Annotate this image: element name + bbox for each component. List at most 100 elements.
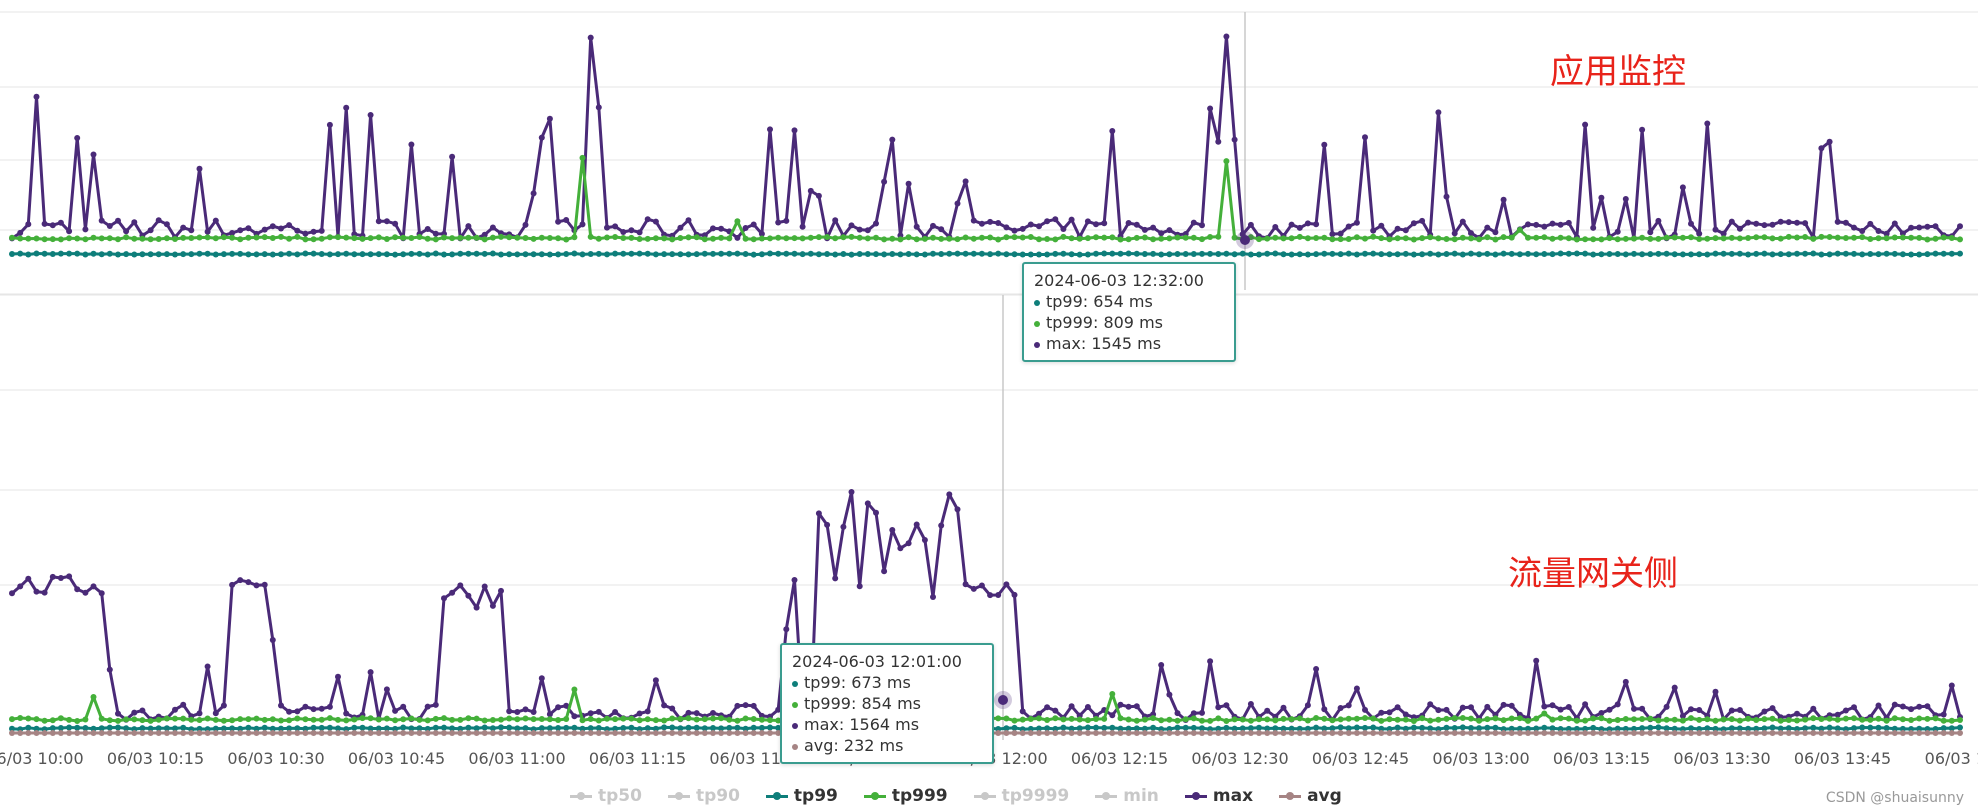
legend-item-tp90[interactable]: tp90 — [667, 786, 740, 806]
top-tp99-point — [1785, 251, 1792, 258]
top-max-point — [229, 230, 236, 236]
legend-item-min[interactable]: min — [1095, 786, 1159, 806]
bottom-avg-point — [546, 730, 553, 736]
bottom-max-point — [652, 677, 659, 684]
bottom-tp99-point — [408, 725, 415, 732]
bottom-max-point — [465, 592, 472, 599]
legend-label: tp50 — [598, 786, 642, 806]
bottom-tp99-point — [1769, 724, 1776, 731]
bottom-avg-point — [506, 730, 513, 736]
bottom-max-point — [1622, 678, 1629, 685]
top-max-point — [1166, 227, 1173, 234]
legend-item-tp9999[interactable]: tp9999 — [973, 786, 1069, 806]
legend-item-tp99[interactable]: tp99 — [765, 786, 838, 806]
bottom-tp999-point — [473, 715, 480, 722]
top-max-point — [408, 141, 415, 148]
top-tp999-point — [1125, 236, 1132, 243]
legend-item-max[interactable]: max — [1184, 786, 1253, 806]
top-tp99-point — [1272, 250, 1279, 257]
top-max-point — [1867, 220, 1874, 227]
bottom-avg-point — [188, 730, 195, 736]
top-max-point — [1044, 218, 1051, 225]
top-tp999-point — [1419, 235, 1426, 242]
top-tp99-point — [1508, 250, 1515, 257]
bottom-max-point — [326, 703, 333, 710]
top-max-point — [962, 178, 969, 185]
top-tp99-point — [1712, 250, 1719, 257]
top-tp999-point — [1313, 235, 1320, 241]
bottom-tp999-point — [1133, 717, 1140, 724]
x-tick-label: 06/03 12:30 — [1191, 749, 1288, 768]
bottom-max-point — [1386, 709, 1393, 716]
bottom-avg-point — [1215, 730, 1222, 736]
top-max-point — [1484, 224, 1491, 231]
bottom-tp99-point — [1810, 724, 1817, 731]
top-tp99-point — [970, 250, 977, 257]
top-tp999-point — [1622, 235, 1629, 242]
bottom-tp999-point — [1777, 717, 1784, 724]
bottom-avg-point — [1663, 730, 1670, 736]
top-tp99-point — [742, 251, 749, 257]
top-tp999-point — [1606, 235, 1613, 242]
bottom-tp999-point — [465, 715, 472, 722]
top-tp999-point — [620, 235, 627, 241]
bottom-tp999-point — [604, 715, 610, 722]
bottom-max-point — [1353, 685, 1360, 692]
bottom-tp999-point — [1150, 715, 1157, 722]
top-tp999-point — [98, 235, 105, 242]
bottom-tp99-point — [563, 724, 570, 731]
bottom-max-point — [383, 686, 390, 693]
top-tp99-point — [1541, 251, 1548, 257]
bottom-tp999-point — [106, 717, 113, 724]
bottom-max-point — [98, 590, 105, 597]
bottom-avg-point — [1777, 730, 1784, 736]
top-tp99-point — [1044, 251, 1051, 258]
top-tp99-point — [1313, 251, 1320, 258]
bottom-tp99-point — [1060, 724, 1067, 731]
top-max-point — [644, 216, 651, 223]
top-max-point — [1019, 225, 1026, 232]
bottom-avg-point — [530, 730, 537, 736]
bottom-tp99-point — [1647, 724, 1654, 731]
top-tp999-point — [587, 233, 594, 240]
bottom-tp999-point — [775, 717, 782, 724]
legend-item-tp999[interactable]: tp999 — [863, 786, 948, 806]
top-tp999-point — [1533, 234, 1540, 241]
bottom-tp999-point — [1117, 715, 1124, 722]
top-tp999-point — [1525, 234, 1531, 241]
bottom-tp999-point — [49, 717, 56, 724]
top-tp99-point — [889, 251, 896, 257]
bottom-tp99-point — [424, 725, 431, 732]
legend-item-avg[interactable]: avg — [1279, 786, 1342, 806]
x-tick-label: 06/03 11:15 — [589, 749, 686, 768]
top-max-point — [1419, 217, 1426, 224]
top-max-point — [1353, 219, 1360, 226]
top-tp999-point — [1541, 234, 1548, 241]
bottom-tp99-point — [1280, 725, 1287, 732]
bottom-max-point — [237, 577, 244, 584]
bottom-max-point — [1166, 691, 1173, 698]
bottom-avg-point — [449, 730, 456, 736]
bottom-tp99-point — [1451, 725, 1458, 731]
bottom-tp999-point — [351, 716, 358, 723]
bottom-tp999-point — [1720, 716, 1727, 723]
bottom-avg-point — [644, 730, 651, 736]
top-tp999-point — [441, 234, 447, 241]
bottom-tp999-point — [1093, 716, 1099, 722]
top-tp999-point — [1875, 235, 1882, 242]
top-tp999-point — [612, 234, 619, 240]
bottom-tp999-point — [652, 717, 659, 724]
legend-item-tp50[interactable]: tp50 — [570, 786, 642, 806]
bottom-tp999-point — [286, 717, 293, 724]
top-tp999-point — [1394, 235, 1401, 242]
bottom-tp99-point — [25, 724, 32, 731]
bottom-avg-point — [367, 730, 374, 736]
bottom-max-point — [775, 706, 782, 713]
bottom-max-point — [1011, 591, 1018, 598]
top-tp99-point — [1027, 251, 1034, 258]
bottom-tp99-point — [326, 724, 333, 731]
bottom-tp999-point — [278, 717, 284, 724]
bottom-tp99-point — [1671, 725, 1678, 732]
bottom-tp999-point — [220, 717, 227, 724]
bottom-avg-point — [1394, 730, 1401, 736]
